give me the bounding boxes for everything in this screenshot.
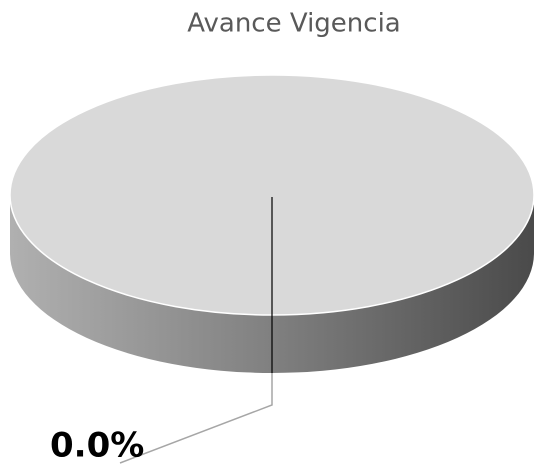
chart-title: Avance Vigencia [187, 9, 400, 39]
leader-line [119, 373, 273, 464]
pie-side [10, 195, 534, 373]
data-label: 0.0% [50, 426, 144, 466]
